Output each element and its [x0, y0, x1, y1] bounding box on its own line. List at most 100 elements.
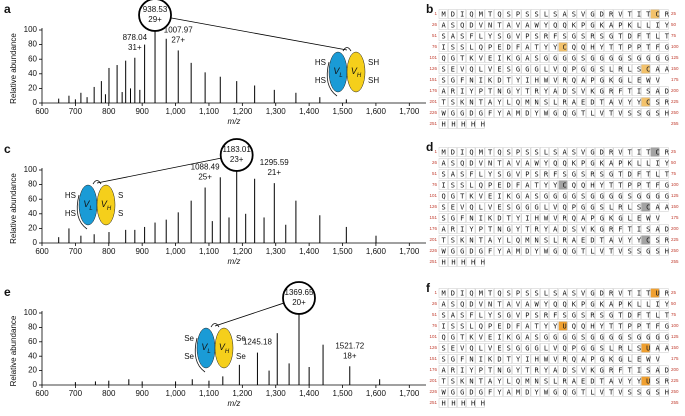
residue-box: [549, 321, 559, 331]
end-number: 100: [671, 44, 679, 49]
residue-box: [484, 321, 494, 331]
residue-box: [622, 365, 632, 375]
end-number: 75: [671, 171, 677, 176]
residue-box: [549, 97, 559, 107]
end-number: 100: [671, 323, 679, 328]
residue-box: [604, 224, 614, 234]
residue-box: [650, 387, 660, 397]
label-left-bottom: Se: [184, 352, 194, 361]
residue-box: [567, 288, 577, 298]
residue-box: [632, 224, 641, 234]
peak-mz: 1295.59: [260, 158, 289, 167]
residue-box: [650, 224, 660, 234]
residue-box: [494, 9, 503, 19]
residue-box: [613, 299, 623, 309]
end-number: 255: [671, 259, 679, 264]
domain-sub: H: [107, 206, 112, 212]
residue-box: [659, 158, 669, 168]
sequence-row: QGTKVEIKGASGGGGSGGGGSGGGG: [442, 334, 670, 342]
residue-box: [632, 75, 641, 85]
residue-box: [641, 246, 651, 256]
start-number: 251: [429, 259, 437, 264]
sequence-row: SEVQLVESGGGLVQPGGSLRLSCAA: [442, 204, 670, 212]
y-tick-label: 20: [28, 84, 37, 93]
residue-box: [540, 202, 549, 212]
residue-box: [549, 9, 559, 19]
residue-box: [530, 332, 540, 342]
domain-main: V: [333, 66, 340, 76]
residue-box: [494, 97, 503, 107]
label-left-bottom: HS: [315, 76, 326, 85]
end-number: 200: [671, 88, 679, 93]
residue-box: [484, 108, 494, 118]
residue-box: [641, 387, 651, 397]
sequence-row: ARIYPTNGYTRYADSVKGRFTISAD: [442, 88, 670, 96]
residue-box: [650, 147, 660, 157]
residue-box: [659, 299, 669, 309]
residue-box: [475, 332, 485, 342]
residue-box: [558, 20, 568, 30]
peak-charge: 23+: [230, 155, 244, 164]
x-tick-label: 1,600: [366, 389, 387, 398]
end-number: 125: [671, 55, 679, 60]
residue-box: [549, 299, 559, 309]
residue-box: [521, 299, 531, 309]
residue-box: [503, 288, 512, 298]
residue-box: [641, 147, 651, 157]
residue-box: [466, 224, 476, 234]
x-tick-label: 1,300: [266, 389, 287, 398]
residue-box: [494, 108, 503, 118]
residue-box: [466, 288, 476, 298]
residue-box: [549, 310, 559, 320]
residue-box: [613, 147, 623, 157]
residue-box: [512, 158, 522, 168]
residue-box: [494, 235, 503, 245]
residue-box: [494, 246, 503, 256]
sequence-row: ISSLQPEDFATYYCQQHYTTPPTFG: [442, 44, 670, 52]
residue-box: [475, 108, 485, 118]
residue-box: [586, 365, 595, 375]
residue-box: [484, 53, 494, 63]
residue-box: [604, 365, 614, 375]
residue-box: [521, 202, 531, 212]
residue-box: [549, 365, 559, 375]
residue-box: [622, 108, 632, 118]
residue-box: [457, 213, 466, 223]
residue-box: [632, 213, 641, 223]
start-number: 126: [429, 66, 437, 71]
peak-mz: 878.04: [123, 33, 148, 42]
residue-box: [604, 235, 614, 245]
residue-box: [438, 191, 448, 201]
residue-box: [659, 332, 669, 342]
end-number: 200: [671, 367, 679, 372]
residue-box: [521, 235, 531, 245]
residue-box: [475, 86, 485, 96]
sequence-row: QGTKVEIKGASGGGGSGGGGSGGGG: [442, 193, 670, 201]
residue-box: [567, 343, 577, 353]
residue-box: [540, 343, 549, 353]
residue-box: [622, 191, 632, 201]
residue-box: [448, 299, 457, 309]
x-axis-label: m/z: [228, 117, 241, 126]
residue-box: [641, 310, 651, 320]
connector: [214, 302, 284, 327]
sequence-row: WGGDGFYAMDYWGQGTLVTVSSGSH: [442, 110, 670, 118]
residue-box: [586, 235, 595, 245]
residue-box: [641, 20, 651, 30]
residue-box: [558, 343, 568, 353]
residue-box: [586, 213, 595, 223]
residue-box: [484, 180, 494, 190]
residue-box: [659, 235, 669, 245]
residue-box: [567, 354, 577, 364]
linker: [194, 323, 220, 373]
residue-box: [622, 169, 632, 179]
sequence-row: HHHHH: [442, 121, 486, 129]
residue-box: [659, 147, 669, 157]
residue-box: [641, 299, 651, 309]
residue-box: [503, 42, 512, 52]
label-right-top: S: [118, 191, 123, 200]
residue-box: [512, 53, 522, 63]
residue-box: [558, 75, 568, 85]
residue-box: [604, 202, 614, 212]
residue-box: [448, 42, 457, 52]
